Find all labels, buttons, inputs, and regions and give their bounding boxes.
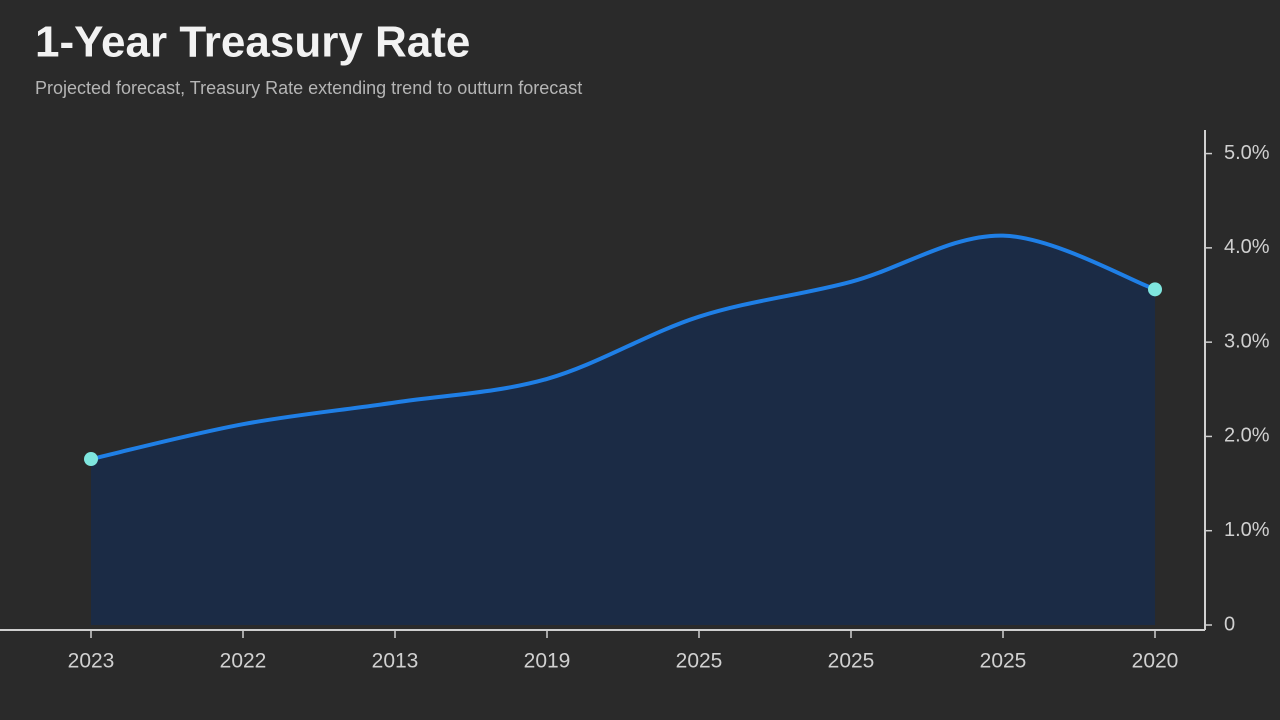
x-tick-label: 2025 (676, 650, 723, 673)
y-tick-label: 0 (1224, 613, 1235, 635)
y-tick-label: 3.0% (1224, 330, 1270, 352)
y-tick-label: 2.0% (1224, 425, 1270, 447)
chart-subtitle: Projected forecast, Treasury Rate extend… (35, 78, 582, 98)
x-tick-label: 2023 (68, 650, 115, 673)
y-tick-label: 1.0% (1224, 519, 1270, 541)
line (89, 233, 1157, 462)
x-tick-label: 2019 (524, 650, 571, 673)
end-marker (84, 452, 98, 467)
x-tick-label: 2025 (980, 650, 1027, 673)
end-marker (1148, 282, 1162, 297)
x-tick-label: 2020 (1132, 650, 1179, 673)
x-tick-label: 2013 (372, 650, 419, 673)
y-tick-label: 4.0% (1224, 236, 1270, 258)
x-tick-label: 2025 (828, 650, 875, 673)
y-tick-label: 5.0% (1224, 142, 1270, 164)
area (91, 235, 1155, 625)
x-tick-label: 2022 (220, 650, 267, 673)
chart-title: 1-Year Treasury Rate (35, 18, 470, 67)
